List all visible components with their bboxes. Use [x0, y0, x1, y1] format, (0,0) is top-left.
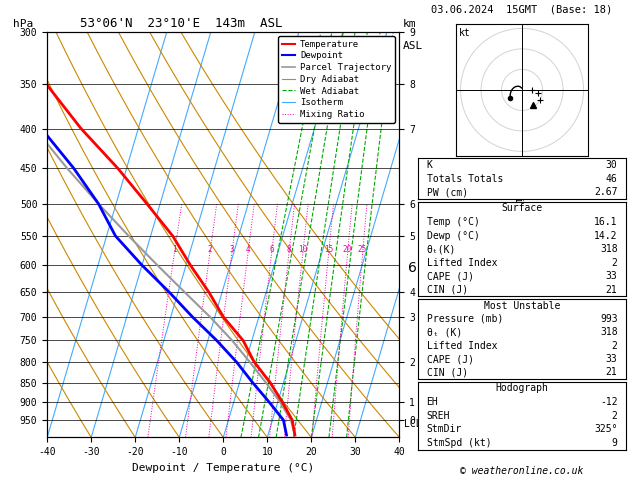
Text: θₜ (K): θₜ (K) [426, 327, 462, 337]
Text: 33: 33 [606, 271, 618, 281]
Text: StmDir: StmDir [426, 424, 462, 434]
Text: 2: 2 [611, 411, 618, 420]
Text: 25: 25 [358, 245, 367, 254]
Y-axis label: Mixing Ratio (g/kg): Mixing Ratio (g/kg) [513, 179, 523, 290]
Text: kt: kt [459, 28, 470, 38]
Text: Most Unstable: Most Unstable [484, 300, 560, 311]
Text: Dewp (°C): Dewp (°C) [426, 230, 479, 241]
Text: CAPE (J): CAPE (J) [426, 354, 474, 364]
Text: θₜ(K): θₜ(K) [426, 244, 456, 254]
Text: 33: 33 [606, 354, 618, 364]
Text: hPa: hPa [13, 19, 33, 29]
X-axis label: Dewpoint / Temperature (°C): Dewpoint / Temperature (°C) [132, 463, 314, 473]
Text: 325°: 325° [594, 424, 618, 434]
Text: 03.06.2024  15GMT  (Base: 18): 03.06.2024 15GMT (Base: 18) [431, 5, 613, 15]
Text: 6: 6 [269, 245, 274, 254]
Text: 2: 2 [611, 341, 618, 351]
Title: 53°06'N  23°10'E  143m  ASL: 53°06'N 23°10'E 143m ASL [80, 17, 282, 31]
Text: km: km [403, 19, 416, 29]
Text: 318: 318 [600, 327, 618, 337]
Text: K: K [426, 160, 433, 170]
Text: EH: EH [426, 397, 438, 407]
Text: Totals Totals: Totals Totals [426, 174, 503, 184]
Text: CAPE (J): CAPE (J) [426, 271, 474, 281]
Text: 318: 318 [600, 244, 618, 254]
Text: ASL: ASL [403, 41, 423, 51]
Text: SREH: SREH [426, 411, 450, 420]
Text: 9: 9 [611, 438, 618, 448]
Text: 46: 46 [606, 174, 618, 184]
Text: 20: 20 [343, 245, 352, 254]
Text: 21: 21 [606, 367, 618, 378]
Text: 1: 1 [172, 245, 177, 254]
Text: 21: 21 [606, 285, 618, 295]
Text: 14.2: 14.2 [594, 230, 618, 241]
Text: CIN (J): CIN (J) [426, 367, 468, 378]
Text: 2: 2 [611, 258, 618, 268]
Text: © weatheronline.co.uk: © weatheronline.co.uk [460, 466, 584, 476]
Text: 10: 10 [298, 245, 308, 254]
Text: 3: 3 [230, 245, 234, 254]
Text: 2.67: 2.67 [594, 188, 618, 197]
Text: StmSpd (kt): StmSpd (kt) [426, 438, 491, 448]
Text: 4: 4 [246, 245, 250, 254]
Text: Surface: Surface [501, 204, 543, 213]
Text: 8: 8 [287, 245, 291, 254]
Text: LCL: LCL [404, 418, 421, 429]
Text: 30: 30 [606, 160, 618, 170]
Text: CIN (J): CIN (J) [426, 285, 468, 295]
Text: 993: 993 [600, 314, 618, 324]
Text: 16.1: 16.1 [594, 217, 618, 227]
Text: 15: 15 [324, 245, 333, 254]
Legend: Temperature, Dewpoint, Parcel Trajectory, Dry Adiabat, Wet Adiabat, Isotherm, Mi: Temperature, Dewpoint, Parcel Trajectory… [278, 36, 395, 122]
Text: -12: -12 [600, 397, 618, 407]
Text: Temp (°C): Temp (°C) [426, 217, 479, 227]
Text: PW (cm): PW (cm) [426, 188, 468, 197]
Text: 2: 2 [208, 245, 212, 254]
Text: Pressure (mb): Pressure (mb) [426, 314, 503, 324]
Text: Hodograph: Hodograph [496, 383, 548, 393]
Text: Lifted Index: Lifted Index [426, 341, 497, 351]
Text: Lifted Index: Lifted Index [426, 258, 497, 268]
